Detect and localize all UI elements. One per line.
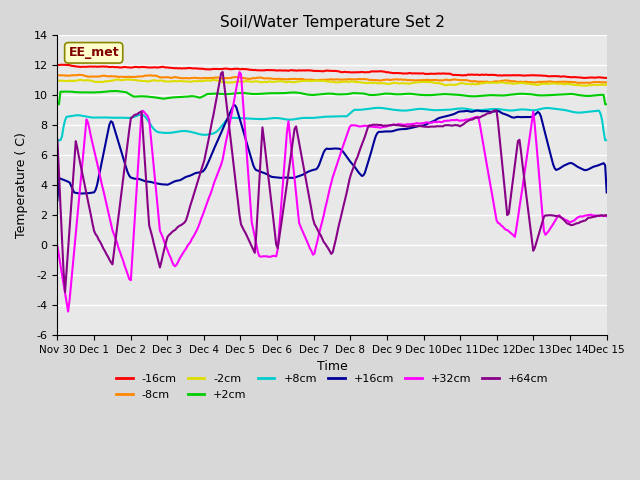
+8cm <box>54 137 61 143</box>
-2cm <box>124 76 132 82</box>
-2cm <box>583 83 591 89</box>
+2cm <box>246 91 254 96</box>
X-axis label: Time: Time <box>317 360 348 373</box>
+8cm <box>294 116 301 121</box>
-2cm <box>54 78 61 84</box>
Y-axis label: Temperature ( C): Temperature ( C) <box>15 132 28 238</box>
+32cm <box>236 69 243 75</box>
-8cm <box>54 72 61 78</box>
Title: Soil/Water Temperature Set 2: Soil/Water Temperature Set 2 <box>220 15 445 30</box>
-2cm <box>603 82 611 87</box>
+16cm <box>295 173 303 179</box>
+2cm <box>54 101 61 107</box>
-16cm <box>54 62 61 68</box>
-16cm <box>603 75 611 81</box>
+16cm <box>574 164 582 170</box>
+8cm <box>121 115 129 121</box>
+2cm <box>112 88 120 94</box>
+2cm <box>219 91 227 97</box>
-16cm <box>122 64 130 70</box>
+8cm <box>245 116 253 121</box>
-8cm <box>574 80 582 86</box>
+32cm <box>64 309 72 314</box>
+32cm <box>122 267 130 273</box>
-16cm <box>219 66 227 72</box>
-8cm <box>75 72 83 78</box>
-8cm <box>237 75 245 81</box>
+16cm <box>231 102 239 108</box>
+2cm <box>603 101 611 107</box>
Line: -8cm: -8cm <box>58 75 607 83</box>
Line: +16cm: +16cm <box>58 105 607 200</box>
+32cm <box>603 213 611 219</box>
Line: +32cm: +32cm <box>58 72 607 312</box>
+2cm <box>574 92 582 98</box>
-2cm <box>121 77 129 83</box>
+8cm <box>236 115 243 121</box>
-8cm <box>219 76 227 82</box>
+8cm <box>375 105 383 111</box>
+16cm <box>121 160 129 166</box>
+16cm <box>217 130 225 136</box>
-16cm <box>237 66 245 72</box>
-16cm <box>295 68 303 73</box>
+64cm <box>248 243 255 249</box>
+16cm <box>237 120 245 126</box>
+32cm <box>219 156 227 162</box>
+64cm <box>239 225 246 230</box>
Line: +8cm: +8cm <box>58 108 607 140</box>
Line: +2cm: +2cm <box>58 91 607 104</box>
Legend: -16cm, -8cm, -2cm, +2cm, +8cm, +16cm, +32cm, +64cm: -16cm, -8cm, -2cm, +2cm, +8cm, +16cm, +3… <box>111 370 552 404</box>
+2cm <box>122 89 130 95</box>
+16cm <box>246 152 254 157</box>
+64cm <box>220 81 228 87</box>
+64cm <box>61 289 69 295</box>
+2cm <box>295 90 303 96</box>
+32cm <box>575 214 583 220</box>
+32cm <box>239 92 246 98</box>
-8cm <box>295 76 303 82</box>
Line: -2cm: -2cm <box>58 79 607 86</box>
+64cm <box>219 69 227 75</box>
+64cm <box>54 137 61 143</box>
-2cm <box>295 79 303 84</box>
+8cm <box>217 124 225 130</box>
-8cm <box>122 74 130 80</box>
+32cm <box>248 219 255 225</box>
-8cm <box>603 80 611 85</box>
Line: +64cm: +64cm <box>58 72 607 292</box>
-16cm <box>246 67 254 73</box>
Line: -16cm: -16cm <box>58 65 607 78</box>
-16cm <box>574 74 582 80</box>
+64cm <box>575 220 583 226</box>
-2cm <box>574 82 582 88</box>
-8cm <box>246 76 254 82</box>
+32cm <box>297 224 305 230</box>
-2cm <box>219 79 227 85</box>
+16cm <box>54 197 61 203</box>
Text: EE_met: EE_met <box>68 46 119 60</box>
-16cm <box>58 62 66 68</box>
+64cm <box>297 148 305 154</box>
+16cm <box>603 190 611 195</box>
+8cm <box>574 110 582 116</box>
-2cm <box>246 79 254 84</box>
+32cm <box>54 243 61 249</box>
+8cm <box>603 137 611 143</box>
-8cm <box>580 80 588 86</box>
+64cm <box>122 151 130 157</box>
+64cm <box>603 213 611 218</box>
-2cm <box>237 79 245 84</box>
+2cm <box>237 90 245 96</box>
